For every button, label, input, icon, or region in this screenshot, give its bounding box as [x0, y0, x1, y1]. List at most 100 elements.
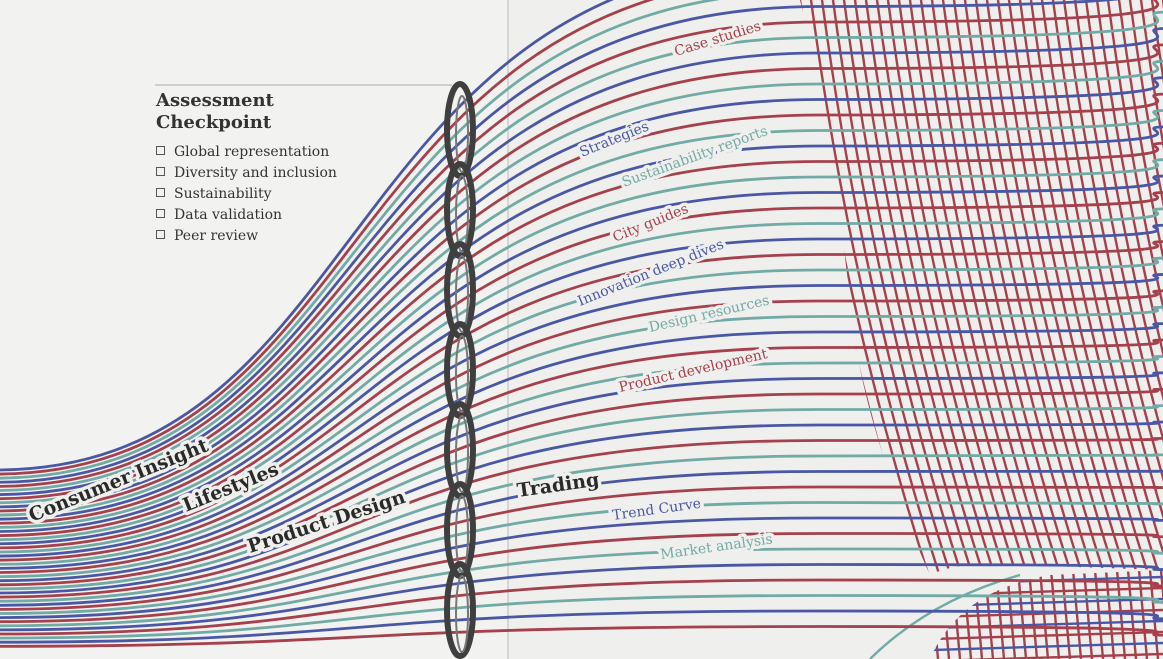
stream-line — [0, 437, 1163, 599]
mesh-line — [1117, 0, 1163, 575]
mesh-line — [1040, 0, 1163, 575]
checkpoint-item: Data validation — [156, 205, 376, 226]
mesh-line — [1139, 0, 1163, 575]
mesh-line — [1062, 0, 1163, 575]
stream-line — [0, 174, 1163, 533]
stream-line — [0, 141, 1163, 525]
stream-line — [0, 0, 1122, 484]
mesh-line — [961, 570, 973, 659]
stream-line — [0, 92, 1163, 513]
stream-line — [0, 191, 1163, 537]
stream-line — [0, 273, 1163, 558]
stream-line — [0, 404, 1163, 591]
mesh-line — [1007, 0, 1141, 575]
stream-line — [0, 289, 1163, 562]
mesh-curve — [869, 573, 1021, 659]
stream-line — [0, 453, 1163, 603]
stream-line — [0, 256, 1163, 554]
mesh-line — [950, 570, 962, 659]
mesh-line — [1051, 0, 1163, 575]
mesh-line — [1128, 0, 1163, 575]
stream-line — [0, 305, 1163, 566]
mesh-line — [809, 0, 943, 575]
mesh-line — [930, 630, 1163, 642]
stream-line — [0, 501, 1163, 615]
chain-link-inner — [455, 495, 469, 573]
mesh-line — [1106, 0, 1163, 575]
stream-line — [0, 240, 1163, 550]
stream-line — [0, 322, 1163, 570]
checkpoint-box: Assessment Checkpoint Global representat… — [156, 90, 376, 247]
stream-line — [0, 420, 1163, 595]
mesh — [800, 0, 1163, 575]
stream-line — [0, 0, 655, 476]
mesh-line — [1071, 570, 1083, 659]
stream-line — [0, 609, 1163, 644]
chain-link — [444, 401, 476, 499]
topic-label: Case studies — [672, 18, 762, 60]
chain-link-inner — [455, 335, 469, 413]
checkpoint-list: Global representation Diversity and incl… — [156, 142, 376, 247]
stream-line — [0, 0, 722, 480]
chain-link-inner — [455, 575, 469, 653]
chain-link — [444, 481, 476, 579]
mesh-line — [1060, 570, 1072, 659]
stream-line — [0, 485, 1163, 611]
mesh-line — [800, 0, 932, 575]
mesh-line — [800, 0, 910, 575]
chain-link — [444, 241, 476, 339]
stream-line — [0, 387, 1163, 587]
topic-label: Design resources — [647, 293, 771, 336]
chain-link — [444, 321, 476, 419]
mesh-line — [820, 0, 954, 575]
mesh-line — [1029, 0, 1163, 575]
stream-line — [0, 59, 1163, 505]
checkpoint-item: Global representation — [156, 142, 376, 163]
stream-line — [0, 578, 1163, 636]
stream-line — [0, 594, 1163, 640]
mesh-line — [1073, 0, 1163, 575]
checkpoint-item: Diversity and inclusion — [156, 163, 376, 184]
stream-line — [0, 0, 1160, 488]
stream-line — [0, 10, 1163, 492]
stream-line — [0, 532, 1163, 624]
stream-line — [0, 355, 1163, 578]
stream-line — [0, 516, 1163, 619]
mesh-line — [1018, 0, 1152, 575]
chain-link-inner — [455, 175, 469, 253]
mesh-line — [930, 570, 940, 659]
stream-line — [0, 125, 1163, 521]
chain-link — [444, 161, 476, 259]
stream-line — [0, 563, 1163, 632]
chain-link-inner — [455, 415, 469, 493]
checkpoint-title: Assessment Checkpoint — [156, 90, 274, 133]
stream-line — [0, 469, 1163, 607]
mesh-line — [1084, 0, 1163, 575]
stream-line — [0, 109, 1163, 517]
checkpoint-item: Peer review — [156, 226, 376, 247]
stream-line — [0, 371, 1163, 583]
mesh-line — [930, 652, 1163, 659]
checkpoint-item: Sustainability — [156, 184, 376, 205]
chain-link — [444, 81, 476, 179]
stream-line — [0, 43, 1163, 500]
stream-line — [0, 27, 1163, 496]
stream-line — [0, 0, 615, 472]
stream-line — [0, 338, 1163, 574]
chain-link-inner — [455, 95, 469, 173]
stream-line — [0, 76, 1163, 509]
chain-link-inner — [455, 255, 469, 333]
stream-line — [0, 158, 1163, 529]
stream-line — [0, 223, 1163, 546]
stream-line — [0, 207, 1163, 542]
mesh-line — [930, 641, 1163, 653]
stream-line — [0, 547, 1163, 628]
mesh-line — [800, 0, 921, 575]
mesh-line — [1049, 570, 1061, 659]
stream-line — [0, 625, 1163, 648]
chain-link — [444, 561, 476, 659]
stream-label: Trading — [516, 469, 601, 502]
mesh-line — [939, 570, 951, 659]
